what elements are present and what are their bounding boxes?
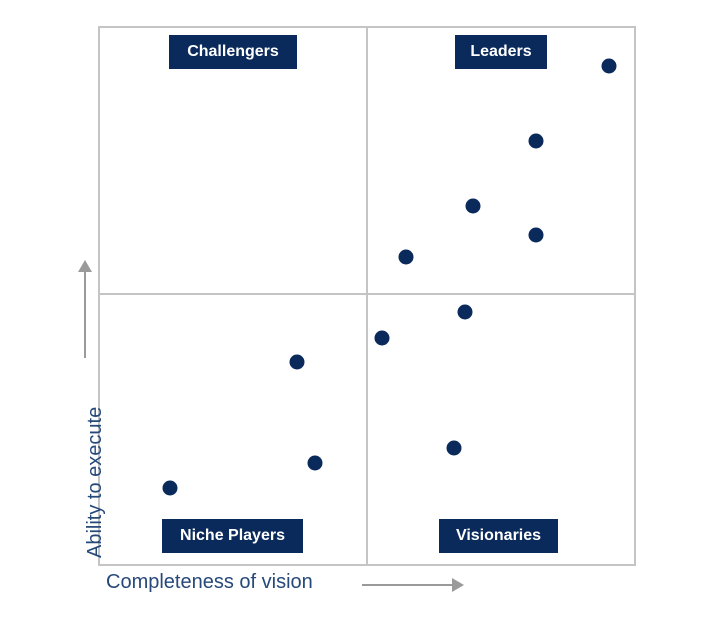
x-axis-arrow-shaft [362, 584, 454, 586]
data-point [162, 480, 178, 496]
data-point [398, 249, 414, 265]
quadrant-label-niche-players: Niche Players [162, 519, 303, 553]
y-axis-arrow-shaft [84, 272, 86, 358]
data-point [289, 354, 305, 370]
data-point [465, 198, 481, 214]
data-point [528, 227, 544, 243]
data-point [528, 133, 544, 149]
quadrant-label-visionaries: Visionaries [439, 519, 558, 553]
quadrant-label-leaders: Leaders [455, 35, 547, 69]
data-point [601, 58, 617, 74]
data-point [446, 440, 462, 456]
quadrant-label-challengers: Challengers [169, 35, 297, 69]
arrow-right-icon [452, 578, 464, 592]
y-axis-label: Ability to execute [84, 406, 106, 558]
data-point [457, 304, 473, 320]
data-point [307, 455, 323, 471]
arrow-up-icon [78, 260, 92, 272]
data-point [374, 330, 390, 346]
vertical-divider [366, 26, 368, 564]
x-axis-label: Completeness of vision [106, 571, 313, 593]
horizontal-divider [98, 293, 634, 295]
